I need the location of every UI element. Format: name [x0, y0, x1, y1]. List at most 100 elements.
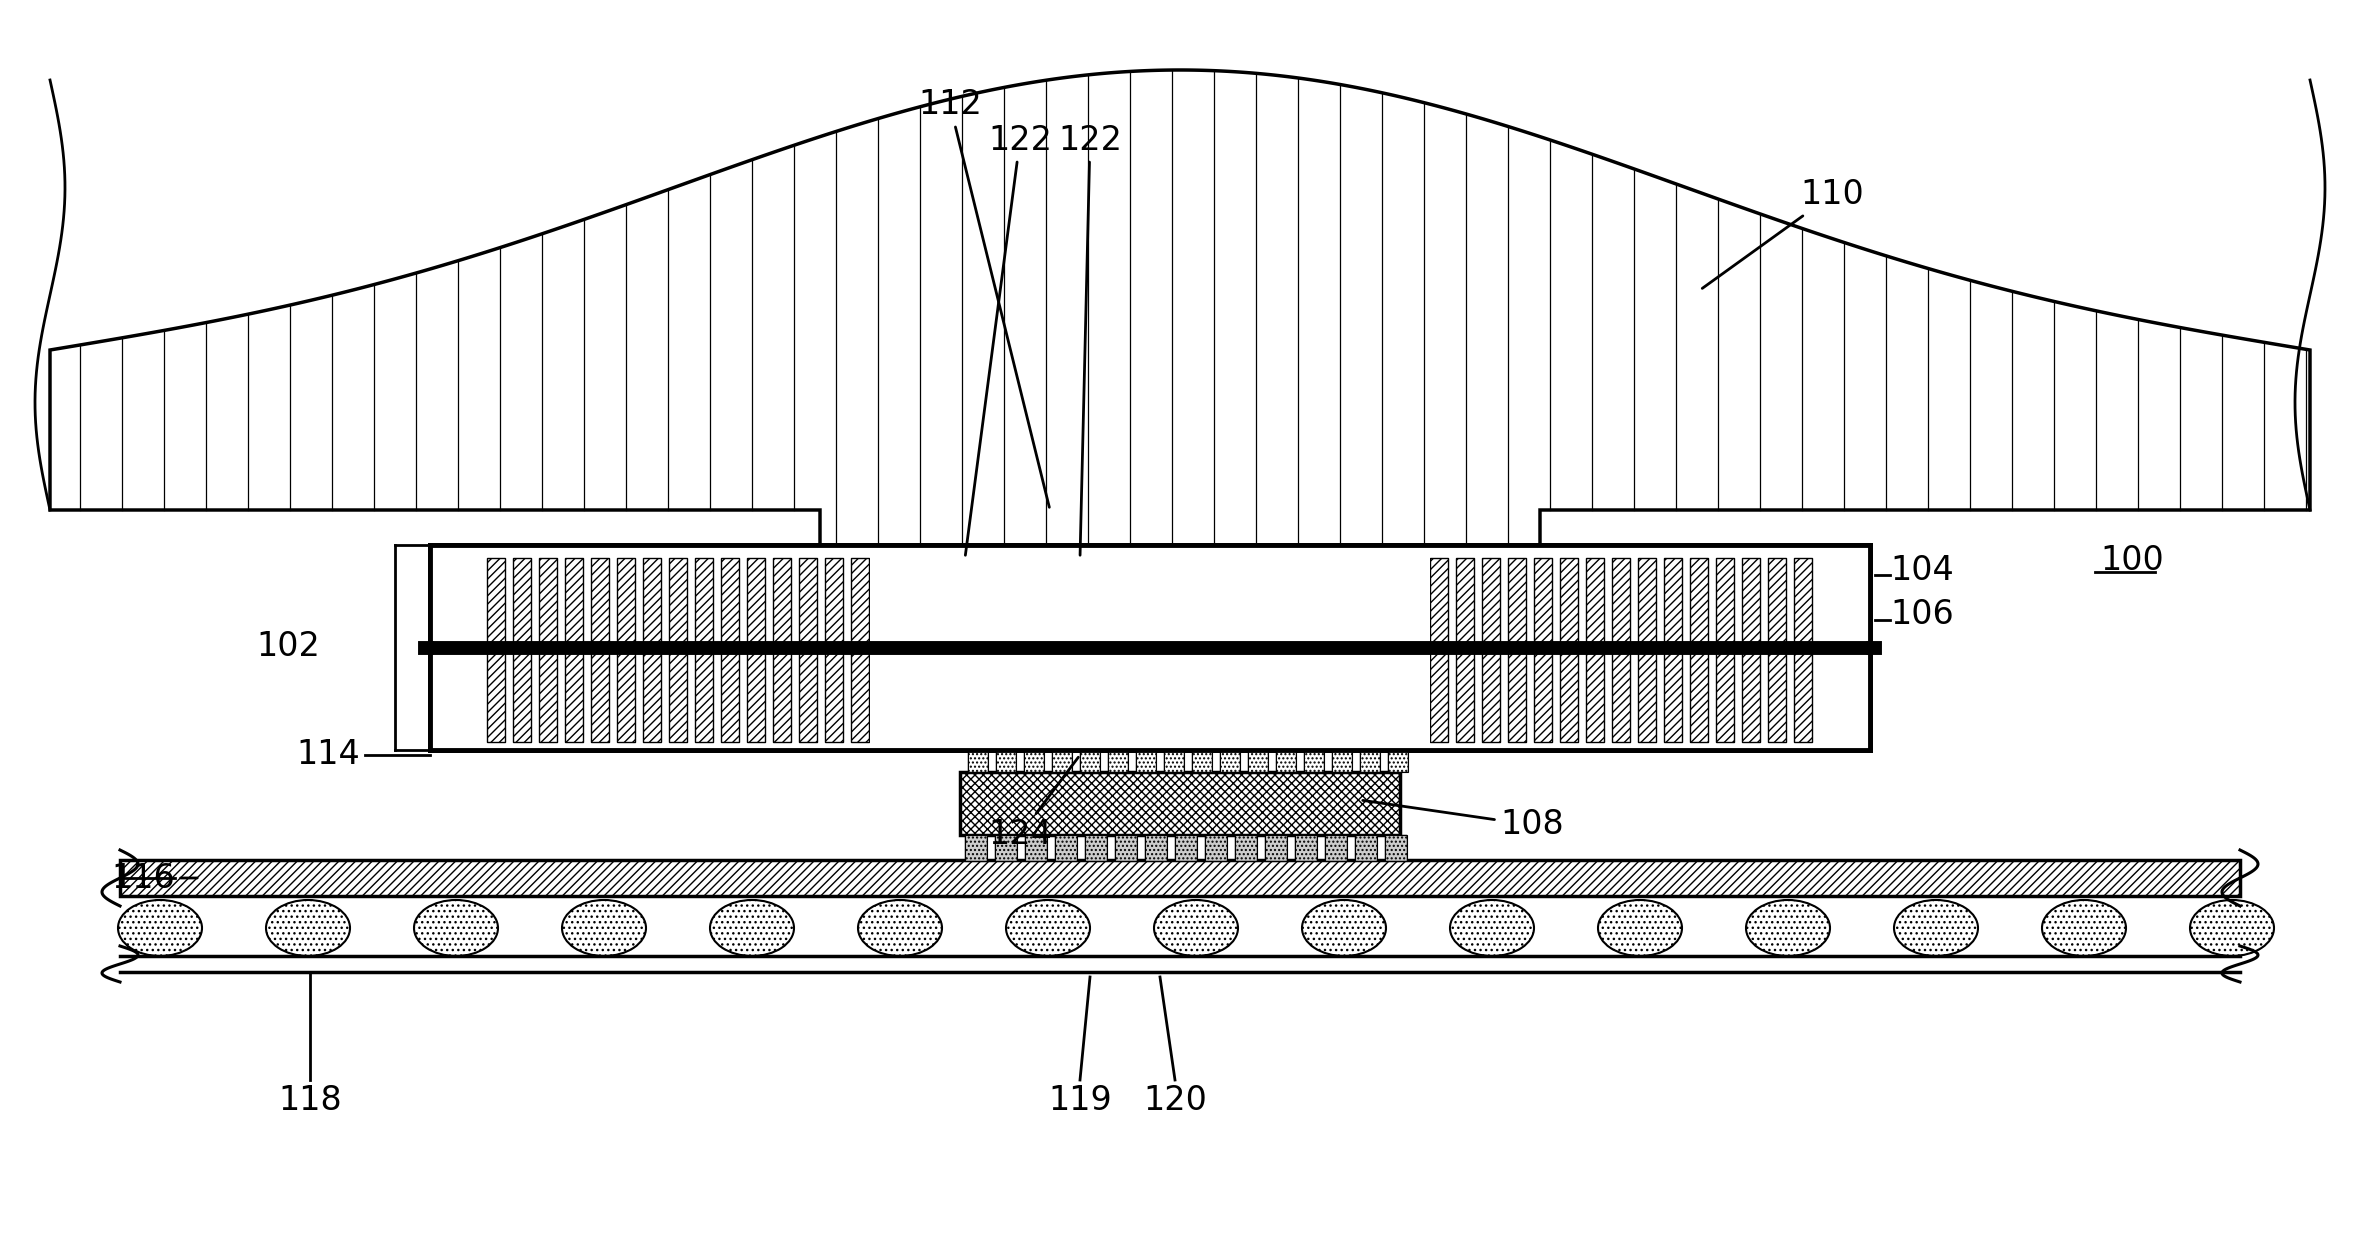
Text: 112: 112 [918, 88, 1048, 508]
Polygon shape [1716, 558, 1733, 742]
Polygon shape [1136, 750, 1157, 772]
Polygon shape [430, 546, 484, 750]
Ellipse shape [2042, 900, 2125, 956]
Polygon shape [1164, 750, 1183, 772]
Polygon shape [961, 772, 1400, 835]
Polygon shape [824, 558, 843, 742]
Polygon shape [1587, 558, 1603, 742]
Polygon shape [869, 546, 1431, 750]
Polygon shape [1794, 558, 1811, 742]
Polygon shape [1639, 558, 1655, 742]
Polygon shape [1275, 750, 1296, 772]
Text: 116: 116 [111, 862, 198, 895]
Text: 106: 106 [1891, 598, 1955, 631]
Text: 100: 100 [2099, 543, 2163, 577]
Text: 122: 122 [1058, 123, 1121, 556]
Polygon shape [1221, 750, 1240, 772]
Polygon shape [120, 861, 2241, 896]
Polygon shape [1561, 558, 1577, 742]
Text: 118: 118 [279, 1084, 342, 1116]
Polygon shape [1265, 835, 1287, 861]
Polygon shape [850, 558, 869, 742]
Polygon shape [1665, 558, 1681, 742]
Ellipse shape [1894, 900, 1979, 956]
Polygon shape [1114, 835, 1138, 861]
Polygon shape [720, 558, 739, 742]
Polygon shape [430, 696, 1870, 750]
Polygon shape [1332, 750, 1353, 772]
Polygon shape [1204, 835, 1228, 861]
Polygon shape [1431, 558, 1447, 742]
Polygon shape [772, 558, 791, 742]
Polygon shape [994, 835, 1018, 861]
Polygon shape [1107, 750, 1129, 772]
Text: 108: 108 [1362, 800, 1563, 842]
Ellipse shape [857, 900, 942, 956]
Polygon shape [1055, 835, 1077, 861]
Polygon shape [966, 835, 987, 861]
Polygon shape [1768, 558, 1785, 742]
Ellipse shape [2191, 900, 2274, 956]
Ellipse shape [1598, 900, 1681, 956]
Polygon shape [996, 750, 1015, 772]
Polygon shape [1025, 835, 1046, 861]
Ellipse shape [1450, 900, 1535, 956]
Text: 102: 102 [255, 630, 321, 664]
Polygon shape [668, 558, 687, 742]
Ellipse shape [562, 900, 647, 956]
Polygon shape [1742, 558, 1759, 742]
Ellipse shape [1006, 900, 1091, 956]
Text: 104: 104 [1891, 553, 1955, 586]
Polygon shape [1325, 835, 1348, 861]
Polygon shape [694, 558, 713, 742]
Polygon shape [1613, 558, 1629, 742]
Ellipse shape [711, 900, 793, 956]
Polygon shape [1235, 835, 1256, 861]
Polygon shape [564, 558, 583, 742]
Polygon shape [430, 546, 1870, 600]
Ellipse shape [267, 900, 349, 956]
Text: 124: 124 [987, 757, 1079, 852]
Polygon shape [1360, 750, 1379, 772]
Text: 122: 122 [966, 123, 1053, 556]
Polygon shape [1816, 546, 1870, 750]
Text: 110: 110 [1702, 179, 1863, 289]
Polygon shape [1303, 750, 1325, 772]
Polygon shape [1079, 750, 1100, 772]
Polygon shape [486, 558, 505, 742]
Ellipse shape [118, 900, 203, 956]
Polygon shape [746, 558, 765, 742]
Text: 119: 119 [1048, 1084, 1112, 1116]
Polygon shape [798, 558, 817, 742]
Polygon shape [512, 558, 531, 742]
Polygon shape [1535, 558, 1551, 742]
Polygon shape [1355, 835, 1376, 861]
Text: 114: 114 [295, 738, 359, 771]
Ellipse shape [1747, 900, 1830, 956]
Polygon shape [1176, 835, 1197, 861]
Polygon shape [590, 558, 609, 742]
Polygon shape [1457, 558, 1473, 742]
Polygon shape [1294, 835, 1317, 861]
Polygon shape [642, 558, 661, 742]
Ellipse shape [1155, 900, 1237, 956]
Polygon shape [430, 546, 1870, 750]
Polygon shape [1386, 835, 1407, 861]
Ellipse shape [413, 900, 498, 956]
Polygon shape [1086, 835, 1107, 861]
Ellipse shape [1301, 900, 1386, 956]
Polygon shape [1388, 750, 1407, 772]
Polygon shape [616, 558, 635, 742]
Polygon shape [538, 558, 557, 742]
Polygon shape [1145, 835, 1166, 861]
Polygon shape [1509, 558, 1525, 742]
Polygon shape [1192, 750, 1211, 772]
Polygon shape [1249, 750, 1268, 772]
Polygon shape [968, 750, 987, 772]
Polygon shape [1025, 750, 1044, 772]
Polygon shape [50, 71, 2309, 570]
Polygon shape [1483, 558, 1499, 742]
Polygon shape [1690, 558, 1707, 742]
Polygon shape [1053, 750, 1072, 772]
Text: 120: 120 [1143, 1084, 1206, 1116]
